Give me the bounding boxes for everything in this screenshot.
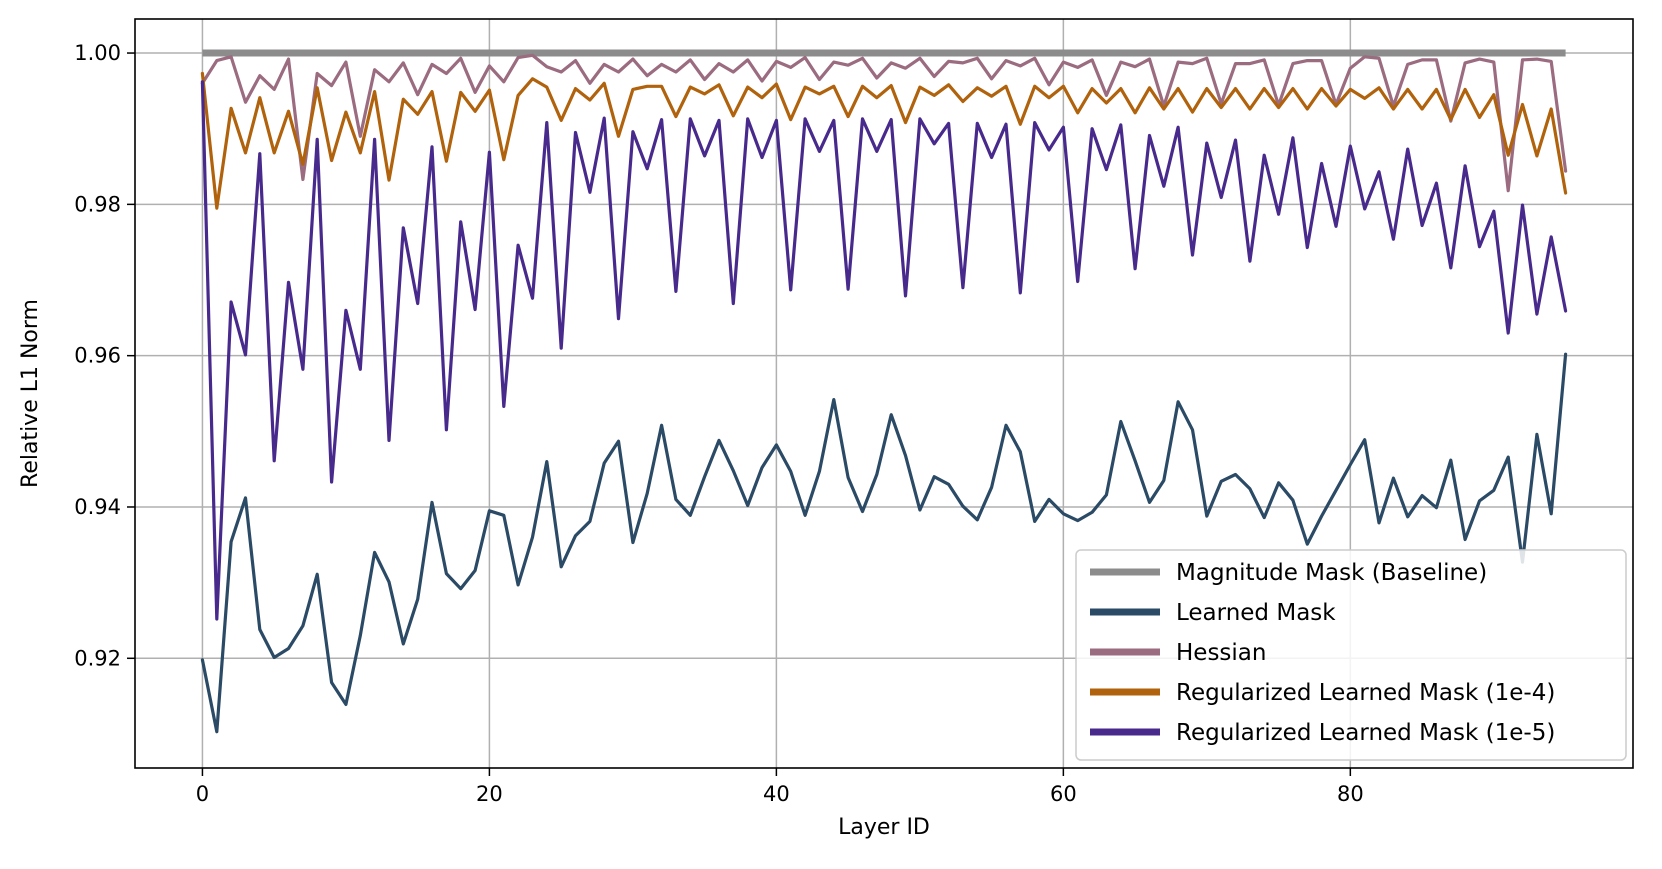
x-tick-label: 60 bbox=[1050, 782, 1077, 806]
x-axis-title: Layer ID bbox=[838, 815, 930, 840]
legend-label: Learned Mask bbox=[1176, 600, 1336, 626]
series-line-3 bbox=[200, 53, 1568, 193]
legend-box bbox=[1075, 549, 1627, 761]
series-layer bbox=[200, 49, 1568, 734]
legend-label: Regularized Learned Mask (1e-4) bbox=[1176, 680, 1555, 706]
legend-label: Magnitude Mask (Baseline) bbox=[1176, 560, 1487, 586]
x-tick-label: 0 bbox=[196, 782, 209, 806]
y-tick-label: 0.96 bbox=[74, 344, 121, 368]
axis-ticks: 0 20 40 60 80 0.92 0.94 0.96 0.98 1.00 bbox=[74, 41, 1363, 806]
legend-label: Regularized Learned Mask (1e-5) bbox=[1176, 720, 1555, 746]
plot-frame bbox=[134, 18, 1634, 769]
y-tick-label: 1.00 bbox=[74, 41, 121, 65]
x-tick-label: 80 bbox=[1337, 782, 1364, 806]
series-line-2 bbox=[200, 352, 1568, 734]
series-line-5 bbox=[200, 80, 1568, 621]
y-axis-title: Relative L1 Norm bbox=[18, 299, 43, 488]
x-tick-label: 40 bbox=[763, 782, 790, 806]
legend: Magnitude Mask (Baseline) Learned Mask Hes… bbox=[1075, 549, 1627, 761]
y-tick-label: 0.94 bbox=[74, 495, 121, 519]
y-tick-label: 0.98 bbox=[74, 192, 121, 216]
y-tick-label: 0.92 bbox=[74, 646, 121, 670]
series-line-4 bbox=[200, 71, 1568, 210]
x-tick-label: 20 bbox=[476, 782, 503, 806]
legend-label: Hessian bbox=[1176, 640, 1266, 666]
